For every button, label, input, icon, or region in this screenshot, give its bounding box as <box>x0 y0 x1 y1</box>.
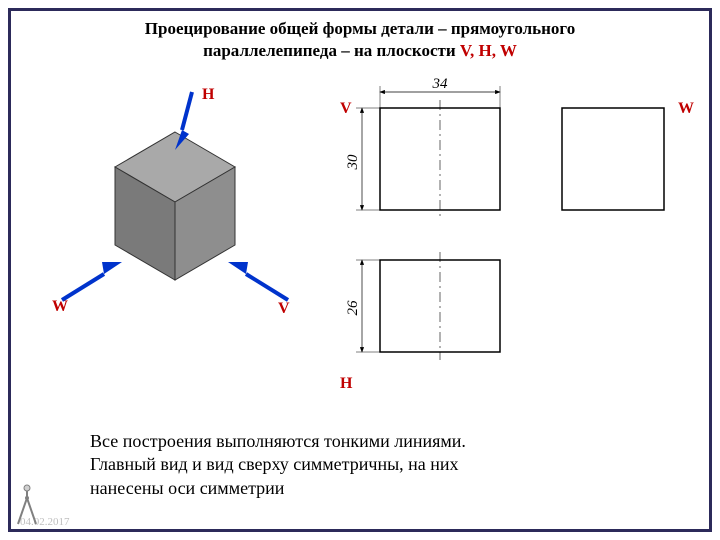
iso-label-V: V <box>278 300 290 318</box>
compass-icon <box>12 480 42 528</box>
projection-W <box>562 108 664 210</box>
bottom-text: Все построения выполняются тонкими линия… <box>90 430 650 500</box>
arrow-W <box>62 262 122 300</box>
view-label-W: W <box>678 100 694 118</box>
view-label-V: V <box>340 100 352 118</box>
iso-label-W: W <box>52 298 68 316</box>
view-label-H: H <box>340 375 352 393</box>
bottom-line1: Все построения выполняются тонкими линия… <box>90 431 466 451</box>
iso-label-H: H <box>202 86 214 104</box>
projection-H: 26 <box>345 252 500 360</box>
projection-V: 34 30 <box>345 76 500 218</box>
dim-26: 26 <box>345 300 361 316</box>
dim-30: 30 <box>345 154 361 171</box>
dim-34: 34 <box>432 76 449 92</box>
bottom-line2: Главный вид и вид сверху симметричны, на… <box>90 454 459 474</box>
isometric-cube <box>115 132 235 280</box>
bottom-line3: нанесены оси симметрии <box>90 478 284 498</box>
arrow-V <box>228 262 288 300</box>
